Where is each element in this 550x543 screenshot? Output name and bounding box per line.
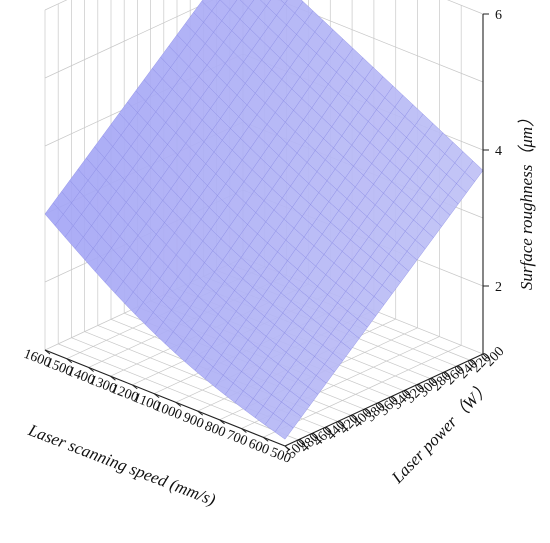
x-tick-label: 500 <box>268 445 293 467</box>
x-tick <box>175 401 182 407</box>
y-tick <box>416 384 422 390</box>
y-tick <box>311 433 316 439</box>
z-tick-label: 2 <box>495 280 502 295</box>
x-tick <box>219 419 225 425</box>
x-tick-label: 700 <box>224 428 249 450</box>
y-tick <box>443 372 448 377</box>
wall-grid-line <box>44 0 484 83</box>
x-tick-label: 600 <box>246 436 271 458</box>
surface-cell <box>260 0 271 7</box>
x-tick <box>66 358 73 364</box>
y-tick <box>429 378 435 383</box>
y-tick <box>363 408 369 414</box>
x-tick <box>241 428 247 433</box>
floor-grid-line <box>58 343 299 441</box>
x-tick <box>110 375 116 381</box>
x-tick-label: 800 <box>203 419 228 441</box>
x-axis-title: Laser scanning speed (mm/s) <box>25 420 219 509</box>
surface-cell <box>280 0 288 5</box>
z-tick-label: 4 <box>495 144 502 159</box>
surface-cell <box>274 420 294 440</box>
y-tick <box>377 402 382 408</box>
z-axis-title: Surface roughness（μm） <box>517 110 536 290</box>
z-tick-label: 6 <box>495 8 502 23</box>
y-tick <box>350 414 356 420</box>
y-axis-line <box>284 353 484 447</box>
y-tick <box>324 427 329 432</box>
axes-frame <box>44 14 484 447</box>
y-tick <box>482 353 488 359</box>
x-axis-line <box>44 349 286 447</box>
x-tick <box>153 393 160 399</box>
x-tick <box>262 436 269 442</box>
y-tick <box>456 365 461 371</box>
y-tick <box>403 390 409 396</box>
y-tick <box>284 445 290 451</box>
x-tick <box>88 367 94 372</box>
x-tick <box>44 349 51 355</box>
x-tick-label: 900 <box>181 410 206 432</box>
y-tick <box>390 396 395 402</box>
roughness-surface <box>44 0 484 440</box>
y-tick <box>337 421 343 426</box>
y-tick <box>469 359 475 365</box>
y-tick <box>297 439 303 445</box>
x-tick <box>197 410 204 416</box>
x-tick-label: 1600 <box>21 347 53 371</box>
x-tick <box>131 384 138 390</box>
